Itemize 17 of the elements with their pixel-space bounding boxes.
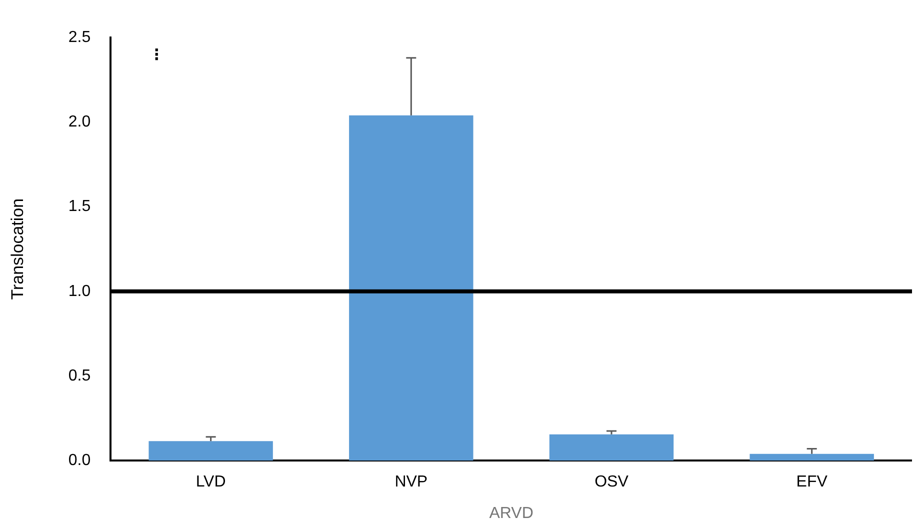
bar	[349, 115, 474, 461]
y-tick-label: 1.0	[68, 282, 91, 300]
bar	[750, 454, 874, 461]
x-tick-label: OSV	[594, 474, 629, 491]
y-tick-label: 0.0	[68, 452, 91, 470]
x-tick-label: EFV	[796, 474, 828, 491]
bar	[549, 434, 674, 461]
y-tick-label: 1.5	[68, 198, 91, 216]
x-tick-label: LVD	[196, 474, 226, 491]
x-tick-label: NVP	[394, 474, 428, 491]
annotation: ⋮	[149, 46, 164, 64]
y-axis-title: Translocation	[8, 198, 27, 300]
y-tick-label: 0.5	[68, 367, 91, 384]
y-tick-label: 2.5	[68, 29, 91, 46]
bar	[148, 441, 273, 461]
y-tick-label: 2.0	[68, 114, 91, 131]
x-axis-title: ARVD	[489, 504, 534, 522]
